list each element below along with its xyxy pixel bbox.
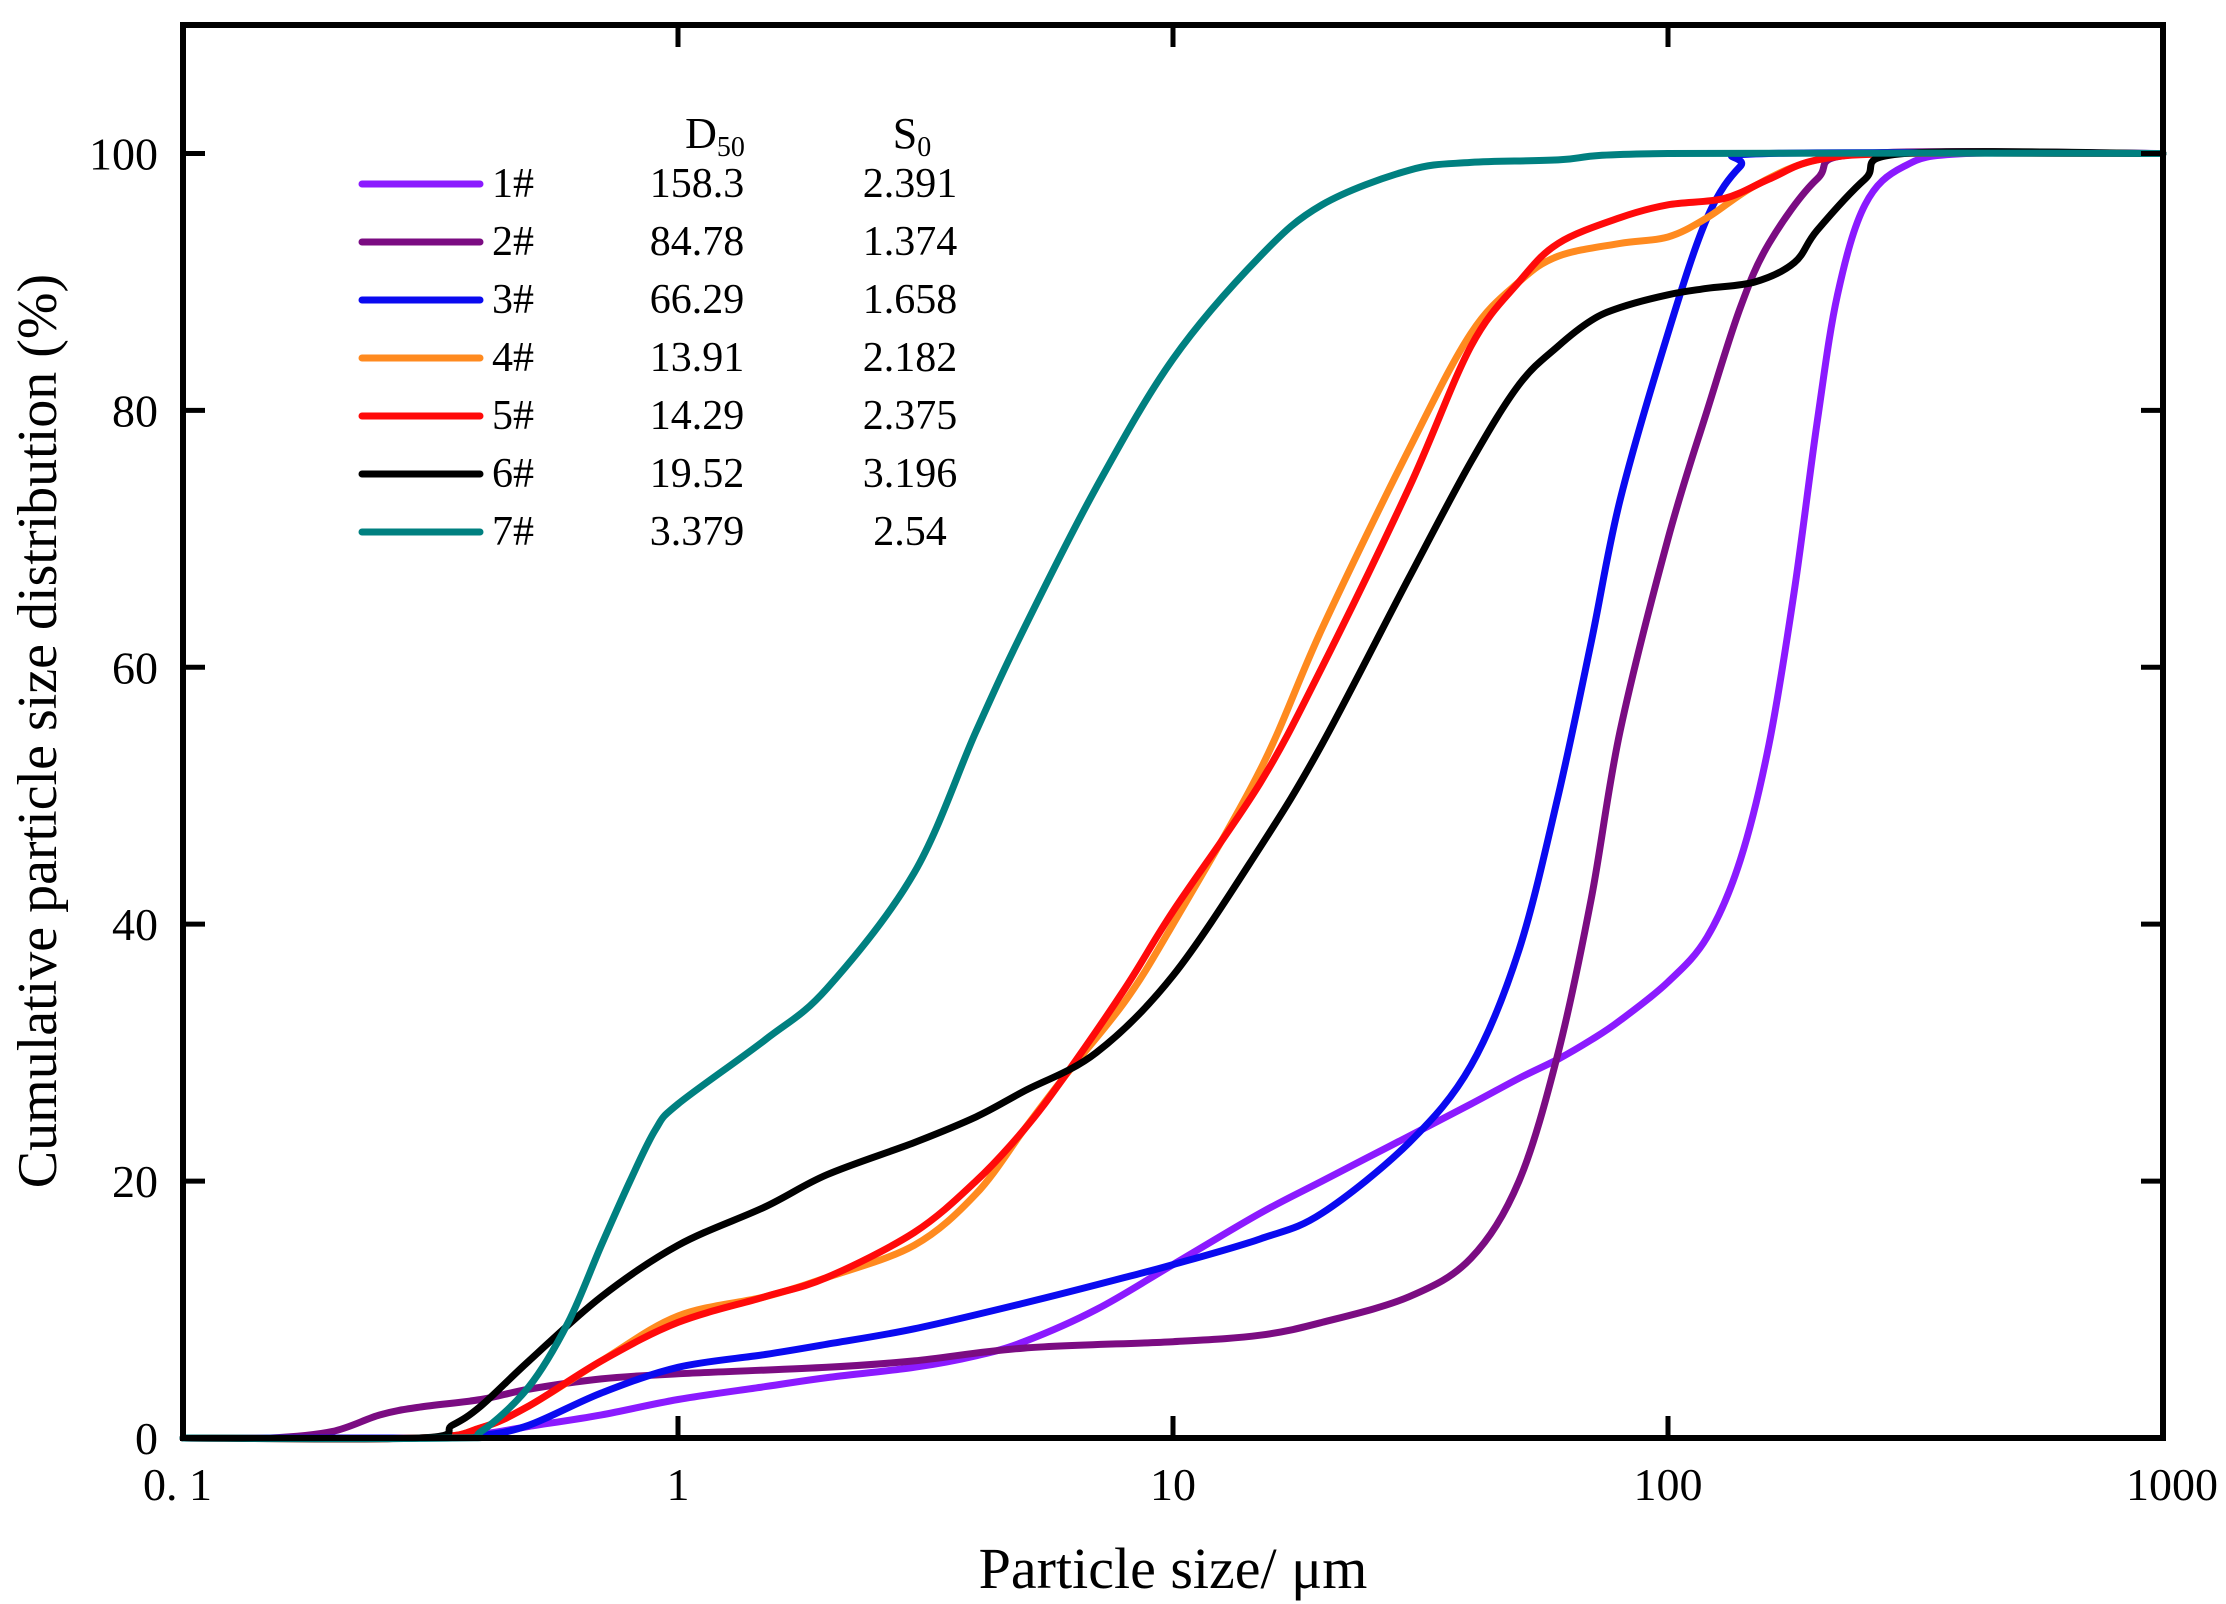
x-axis-label: Particle size/ μm	[979, 1536, 1368, 1601]
legend-s0-4: 2.182	[863, 335, 958, 381]
legend: D50 S0 1# 158.3 2.391 2# 84.78 1.374 3# 66.29 1.…	[358, 109, 958, 555]
legend-d50-4: 13.91	[650, 335, 745, 381]
x-tick-label-2: 10	[1150, 1459, 1196, 1510]
legend-label-5: 5#	[492, 393, 534, 439]
x-tick-label-1: 1	[667, 1459, 690, 1510]
y-tick-label-1: 20	[112, 1156, 158, 1207]
series-line-3	[179, 149, 2167, 1442]
legend-label-6: 6#	[492, 451, 534, 497]
y-tick-label-5: 100	[89, 128, 158, 179]
y-tick-label-3: 60	[112, 642, 158, 693]
x-tick-label-0: 0. 1	[143, 1459, 212, 1510]
legend-d50-2: 84.78	[650, 219, 745, 265]
y-tick-label-2: 40	[112, 899, 158, 950]
legend-d50-5: 14.29	[650, 393, 745, 439]
legend-label-3: 3#	[492, 277, 534, 323]
legend-header-s0: S0	[893, 109, 931, 163]
y-tick-label-4: 80	[112, 385, 158, 436]
series-line-6	[179, 148, 2167, 1443]
legend-label-2: 2#	[492, 219, 534, 265]
legend-label-7: 7#	[492, 509, 534, 555]
plot-frame	[180, 22, 2166, 1441]
axis-ticks	[180, 25, 2166, 1441]
legend-label-1: 1#	[492, 161, 534, 207]
tick-labels: 0. 1 1 10 100 1000 0 20 40 60 80 100	[89, 128, 2218, 1510]
legend-s0-2: 1.374	[863, 219, 958, 265]
series-line-2	[179, 148, 2167, 1442]
legend-d50-6: 19.52	[650, 451, 745, 497]
y-axis-label: Cumulative particle size distribution (%…	[7, 274, 69, 1188]
legend-d50-3: 66.29	[650, 277, 745, 323]
legend-s0-3: 1.658	[863, 277, 958, 323]
series-line-1	[179, 149, 2167, 1442]
x-tick-label-4: 1000	[2126, 1459, 2218, 1510]
series-line-5	[179, 149, 2167, 1443]
legend-s0-1: 2.391	[863, 161, 958, 207]
x-tick-label-3: 100	[1634, 1459, 1703, 1510]
y-tick-label-0: 0	[135, 1413, 158, 1464]
series-line-4	[179, 149, 2167, 1443]
legend-s0-6: 3.196	[863, 451, 958, 497]
legend-s0-7: 2.54	[873, 509, 947, 555]
legend-s0-5: 2.375	[863, 393, 958, 439]
legend-label-4: 4#	[492, 335, 534, 381]
legend-d50-1: 158.3	[650, 161, 745, 207]
series-lines	[179, 148, 2167, 1443]
legend-d50-7: 3.379	[650, 509, 745, 555]
legend-header-d50: D50	[685, 109, 745, 163]
series-line-7	[179, 149, 2167, 1442]
